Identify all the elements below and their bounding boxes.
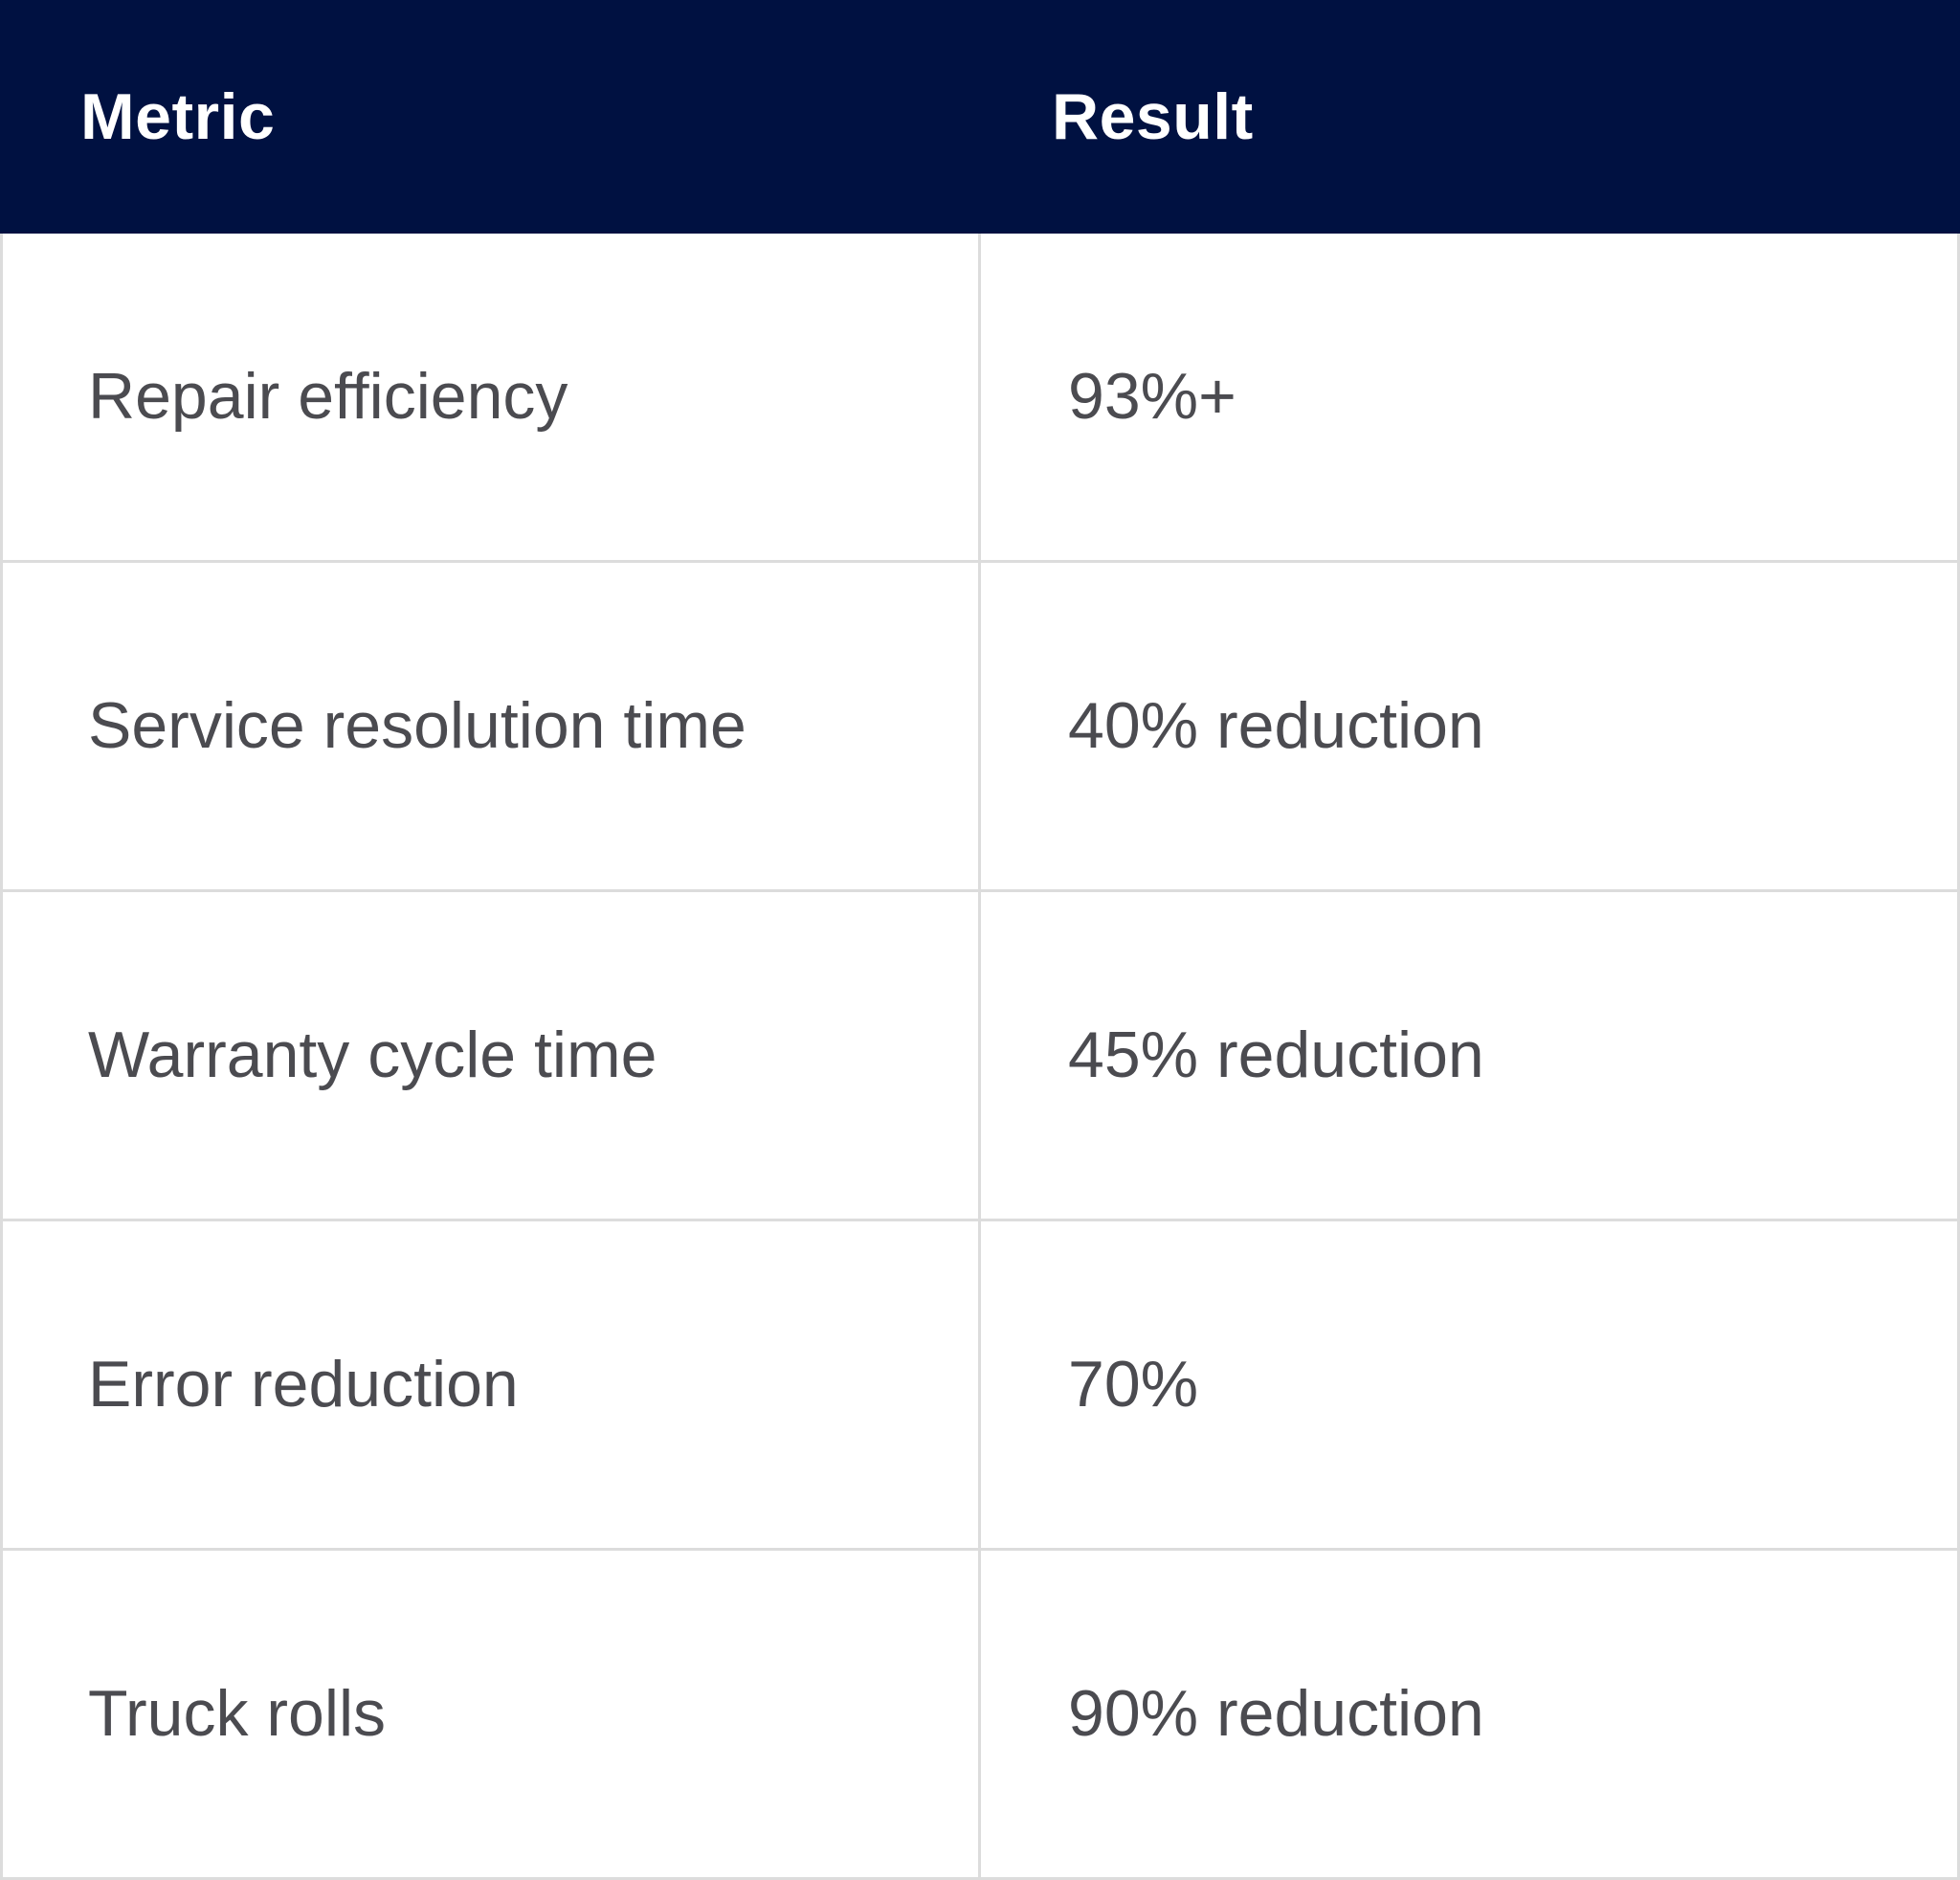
metric-cell: Truck rolls [88, 1677, 387, 1750]
table-header: Metric Result [0, 0, 1960, 234]
result-cell: 90% reduction [1068, 1677, 1484, 1750]
result-cell: 40% reduction [1068, 689, 1484, 762]
table-row: Error reduction 70% [3, 1221, 1957, 1551]
metric-cell: Service resolution time [88, 689, 746, 762]
table-body: Repair efficiency 93%+ Service resolutio… [0, 234, 1960, 1880]
result-cell: 45% reduction [1068, 1018, 1484, 1091]
result-cell: 70% [1068, 1348, 1199, 1421]
table-row: Repair efficiency 93%+ [3, 234, 1957, 563]
header-result: Result [1052, 80, 1254, 153]
metric-cell: Repair efficiency [88, 360, 568, 433]
metric-cell: Error reduction [88, 1348, 519, 1421]
metric-cell: Warranty cycle time [88, 1018, 657, 1091]
result-cell: 93%+ [1068, 360, 1236, 433]
column-divider [978, 234, 981, 1880]
header-metric: Metric [80, 80, 276, 153]
